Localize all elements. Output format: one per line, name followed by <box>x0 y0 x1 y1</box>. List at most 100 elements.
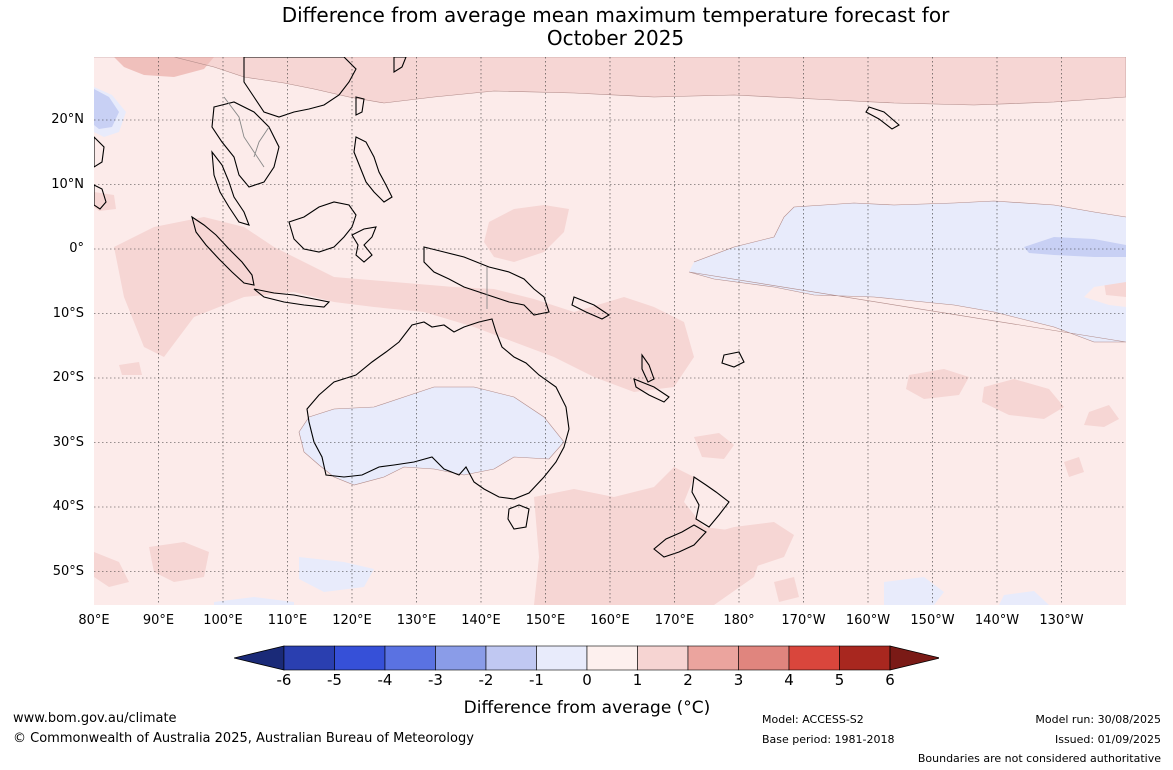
longitude-label: 110°E <box>267 613 308 628</box>
coastline-nz-north <box>691 476 730 528</box>
map-title: Difference from average mean maximum tem… <box>0 4 1173 50</box>
coastline-japan <box>393 57 407 73</box>
colorbar-tick-label: 6 <box>885 671 895 689</box>
colorbar-tick-label: -1 <box>529 671 544 689</box>
colorbar-title: Difference from average (°C) <box>463 698 711 718</box>
map-panel <box>94 57 1126 605</box>
longitude-label: 140°W <box>974 613 1020 628</box>
warm-region-tasman-small <box>694 433 734 459</box>
coastlines <box>94 57 900 558</box>
coastline-philippines <box>353 136 393 203</box>
longitude-label: 80°E <box>78 613 110 628</box>
footer-boundaries: Boundaries are not considered authoritat… <box>917 752 1161 765</box>
coastline-java <box>253 288 331 308</box>
colorbar-graphic <box>233 645 941 671</box>
colorbar-segment <box>788 645 840 671</box>
cool-region-australia <box>299 387 564 485</box>
colorbar-tick-label: 3 <box>733 671 744 689</box>
latitude-label: 10°S <box>52 305 84 321</box>
forecast-map <box>94 57 1126 605</box>
longitude-label: 100°E <box>203 613 243 628</box>
warm-region-south-1 <box>774 577 799 602</box>
cool-region-south-1 <box>299 557 374 592</box>
colorbar-segment <box>637 645 689 671</box>
latitude-label: 10°N <box>51 176 84 192</box>
warm-region-nz <box>534 467 764 605</box>
colorbar-tick-label: 2 <box>683 671 693 689</box>
coastline-sumatra <box>191 215 255 286</box>
coastline-malay-peninsula <box>211 150 250 226</box>
warm-region-pacific-south-3 <box>1084 405 1119 427</box>
cool-region-south-3 <box>884 577 944 605</box>
footer-url: www.bom.gov.au/climate <box>13 711 177 726</box>
longitude-label: 130°W <box>1039 613 1084 628</box>
coastline-taiwan <box>355 96 365 116</box>
colorbar-tick-label: -6 <box>276 671 292 689</box>
warm-region-asia-strong <box>114 57 214 77</box>
contour-lines <box>94 57 1126 486</box>
coastline-china <box>243 57 357 118</box>
longitude-label: 150°E <box>525 613 566 628</box>
longitude-label: 150°W <box>910 613 955 628</box>
longitude-label: 140°E <box>461 613 501 628</box>
colorbar <box>233 645 941 675</box>
longitude-label: 130°E <box>396 613 437 628</box>
latitude-label: 0° <box>69 241 84 256</box>
colorbar-arrow-high <box>889 645 941 671</box>
coastline-hawaii <box>865 106 900 130</box>
colorbar-segment <box>738 645 790 671</box>
coastline-solomons <box>571 296 611 320</box>
footer-copyright: © Commonwealth of Australia 2025, Austra… <box>13 731 474 746</box>
coastline-new-caledonia <box>633 378 670 403</box>
coastline-tasmania <box>507 504 530 530</box>
cool-region-south-4 <box>999 591 1049 605</box>
longitude-label: 180° <box>723 613 755 628</box>
coastline-sri-lanka <box>94 184 107 210</box>
colorbar-segment <box>283 645 335 671</box>
latitude-label: 40°S <box>52 499 84 514</box>
coastline-borneo <box>288 201 357 253</box>
footer-base-period: Base period: 1981-2018 <box>762 733 895 746</box>
cool-region-south-2 <box>214 597 294 605</box>
colorbar-segment <box>839 645 891 671</box>
warm-region-southwest <box>149 542 209 582</box>
coastline-indochina <box>211 101 280 188</box>
colorbar-segment <box>687 645 739 671</box>
cool-region-strong-pacific <box>1024 237 1126 257</box>
coastline-india-tip <box>94 136 105 168</box>
longitude-label: 160°W <box>845 613 891 628</box>
latitude-label: 30°S <box>52 434 84 450</box>
footer-model: Model: ACCESS-S2 <box>762 713 864 726</box>
coastline-australia <box>306 318 570 500</box>
colorbar-tick-label: 0 <box>582 671 592 689</box>
colorbar-tick-label: 1 <box>632 671 643 689</box>
warm-region-pacific-south-2 <box>982 379 1064 419</box>
country-borders <box>223 96 488 309</box>
colorbar-tick-label: -3 <box>428 671 443 689</box>
colorbar-segment <box>536 645 588 671</box>
warm-region-equator <box>484 205 569 262</box>
coastline-sulawesi <box>351 226 377 263</box>
coastline-fiji <box>721 351 745 368</box>
warm-region-pacific-south-4 <box>1064 457 1084 477</box>
title-line-1: Difference from average mean maximum tem… <box>281 3 950 27</box>
longitude-label: 160°E <box>590 613 630 628</box>
coastline-vanuatu <box>641 353 655 383</box>
colorbar-tick-label: -5 <box>327 671 342 689</box>
title-line-2: October 2025 <box>546 26 685 50</box>
colorbar-segment <box>435 645 487 671</box>
colorbar-segment <box>384 645 436 671</box>
footer-model-run: Model run: 30/08/2025 <box>1035 713 1161 726</box>
warm-region-small-2 <box>94 192 116 211</box>
warm-region-maritime <box>114 217 694 392</box>
cool-region-pacific-equatorial <box>689 201 1126 342</box>
colorbar-segment <box>334 645 386 671</box>
coastline-new-guinea <box>423 246 550 316</box>
longitude-label: 170°E <box>654 613 695 628</box>
colorbar-tick-label: -4 <box>377 671 393 689</box>
latitude-label: 20°S <box>52 370 84 385</box>
warm-region-southwest-2 <box>94 552 129 587</box>
longitude-label: 90°E <box>142 613 175 628</box>
latitude-label: 20°N <box>51 112 84 127</box>
graticule-grid <box>94 57 1126 605</box>
